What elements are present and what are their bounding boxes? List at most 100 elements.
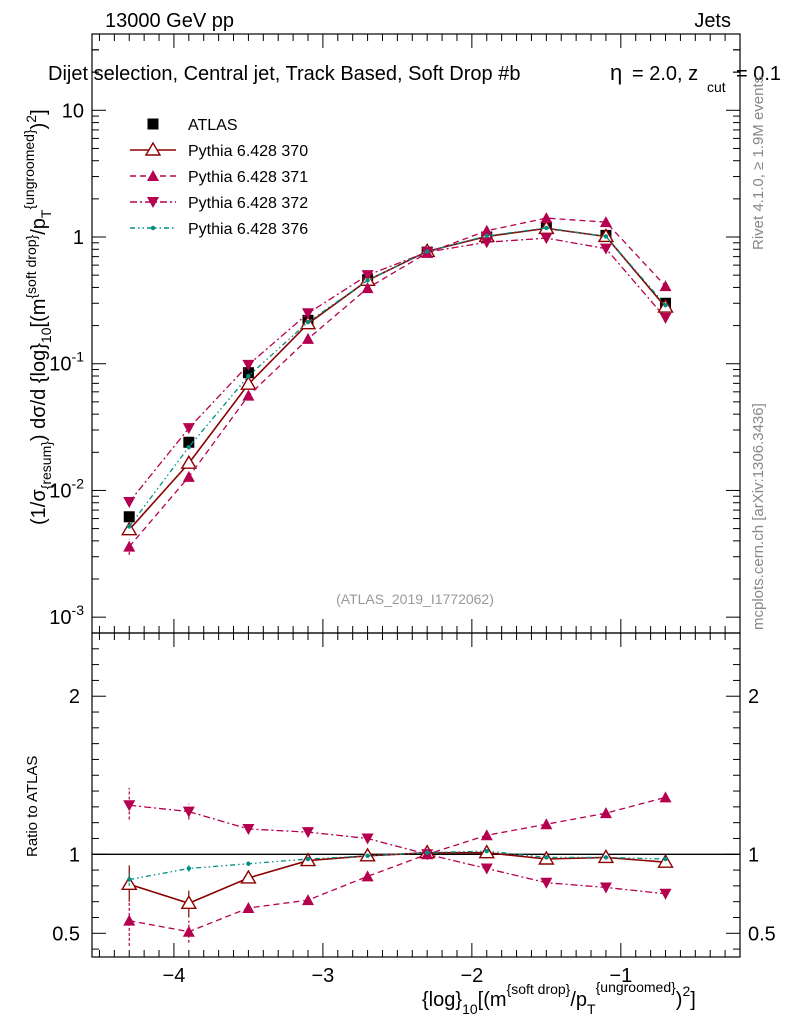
data-point (240, 375, 257, 390)
data-point (361, 270, 374, 282)
svg-text:{log}10[(m{soft drop}/pT{ungro: {log}10[(m{soft drop}/pT{ungroomed})2] (422, 979, 696, 1017)
data-point (246, 373, 251, 379)
series-line (128, 851, 666, 905)
legend: ATLAS Pythia 6.428 370 Pythia 6.428 371 Pyt… (130, 117, 308, 238)
data-point (182, 925, 195, 937)
ratio-series-pythia-6-428-372 (123, 787, 672, 900)
legend-label: ATLAS (188, 117, 238, 134)
data-point (182, 470, 195, 482)
data-point (480, 237, 493, 249)
data-point (242, 367, 254, 379)
data-point (302, 894, 314, 906)
data-point (540, 233, 553, 245)
data-point (603, 855, 609, 860)
data-point (121, 521, 138, 536)
data-point (123, 540, 136, 552)
data-point (540, 818, 553, 830)
legend-entry: Pythia 6.428 376 (130, 221, 308, 238)
data-point (663, 302, 668, 308)
main-series-pythia-6-428-376 (127, 225, 668, 529)
data-point (599, 243, 612, 255)
data-point (599, 216, 612, 228)
data-point (180, 894, 198, 909)
ratio-y-tick-label-right: 2 (748, 686, 759, 708)
ratio-y-tick-label-right: 1 (748, 844, 759, 866)
data-point (305, 856, 311, 862)
data-point (182, 806, 195, 818)
data-point (480, 829, 493, 841)
ratio-series-pythia-6-428-376 (127, 848, 668, 886)
data-point (659, 888, 672, 900)
data-point (242, 823, 255, 835)
title-zcut-subscript: cut (707, 79, 726, 95)
ratio-y-tick-label: 1 (69, 844, 80, 866)
data-point (480, 224, 493, 236)
ratio-panel: 0.5 0.5 1 1 2 2 −4 −3 −2 −1 (52, 632, 776, 987)
legend-label: Pythia 6.428 371 (188, 169, 308, 186)
legend-marker (147, 197, 159, 208)
data-point (123, 914, 136, 926)
legend-marker (144, 141, 162, 156)
category-label: Jets (694, 10, 731, 32)
main-panel: 10-3 10-2 10-1 1 10 (49, 33, 741, 634)
legend-entry: Pythia 6.428 372 (130, 195, 308, 212)
x-tick-label: −3 (311, 965, 334, 987)
data-point (302, 308, 314, 320)
data-point (659, 280, 672, 292)
data-point (544, 855, 549, 860)
series-line (129, 796, 666, 933)
y-tick-label: 1 (73, 227, 84, 249)
data-point (123, 800, 136, 812)
data-point (663, 856, 668, 862)
main-series-pythia-6-428-370 (121, 219, 674, 536)
data-point (659, 312, 672, 324)
data-point (186, 444, 192, 450)
data-point (599, 882, 612, 894)
data-point (484, 233, 489, 239)
ratio-y-tick-label: 2 (69, 686, 80, 708)
ratio-y-tick-label: 0.5 (52, 923, 80, 945)
legend-entry: ATLAS (147, 117, 238, 134)
rivet-label: Rivet 4.1.0, ≥ 1.9M events (750, 76, 767, 250)
data-point (123, 511, 135, 523)
data-point (424, 850, 430, 855)
data-point (424, 249, 430, 254)
title-beta-symbol: η (610, 60, 622, 85)
energy-label: 13000 GeV pp (105, 10, 234, 32)
data-point (361, 870, 374, 882)
x-axis-label: {log}10[(m{soft drop}/pT{ungroomed})2] (422, 979, 696, 1017)
legend-label: Pythia 6.428 372 (188, 195, 308, 212)
title-main: Dijet selection, Central jet, Track Base… (48, 63, 520, 85)
data-point (180, 454, 198, 469)
data-point (659, 791, 672, 803)
data-point (182, 423, 195, 435)
data-point (242, 359, 255, 371)
legend-marker (147, 118, 159, 130)
legend-entry: Pythia 6.428 371 (130, 169, 308, 186)
data-point (127, 524, 132, 529)
y-tick-label: 10-2 (49, 475, 84, 502)
data-point (183, 436, 195, 448)
data-point (484, 848, 489, 854)
series-line (128, 227, 667, 527)
y-tick-label: 10-1 (49, 349, 84, 376)
data-point (544, 225, 549, 231)
data-point (365, 278, 370, 283)
x-tick-label: −1 (609, 965, 632, 987)
analysis-watermark: (ATLAS_2019_I1772062) (336, 591, 494, 607)
series-line (128, 237, 667, 503)
data-point (242, 389, 255, 401)
legend-label: Pythia 6.428 370 (188, 143, 308, 160)
data-point (240, 869, 257, 884)
data-point (186, 866, 192, 871)
x-tick-label: −4 (163, 965, 186, 987)
data-point (305, 319, 311, 325)
data-point (246, 861, 251, 866)
data-point (599, 807, 612, 819)
legend-entry: Pythia 6.428 370 (130, 141, 308, 160)
data-point (540, 212, 553, 224)
series-line (128, 227, 667, 531)
data-point (302, 332, 314, 344)
series-line (128, 217, 666, 548)
